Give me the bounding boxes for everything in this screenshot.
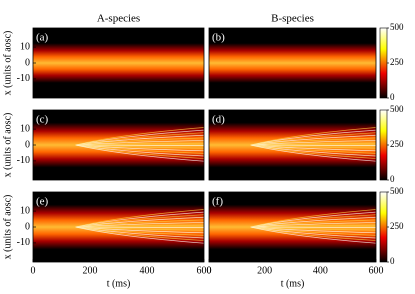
colorbar-tick-label: 500: [390, 104, 404, 114]
panel-title: A-species: [97, 13, 140, 25]
x-tick-label: 200: [257, 265, 272, 276]
panel-label: (d): [212, 114, 225, 126]
density-stripe: [250, 226, 377, 244]
colorbar-tick-label: 0: [390, 92, 395, 102]
density-stripe: [250, 144, 377, 162]
colorbar: [379, 191, 388, 263]
x-tick-label: 0: [207, 265, 212, 276]
y-axis-label: x (units of aosc): [2, 31, 13, 96]
y-tick-label: 10: [20, 123, 30, 134]
y-tick-label: -10: [17, 73, 30, 84]
panel-title: B-species: [271, 13, 314, 25]
y-axis-label: x (units of aosc): [2, 195, 13, 260]
x-tick-label: 0: [31, 265, 36, 276]
colorbar: [379, 109, 388, 181]
panel-label: (a): [36, 32, 49, 44]
x-tick-label: 400: [313, 265, 328, 276]
heatmap-band: [33, 32, 204, 94]
colorbar-tick-label: 0: [390, 174, 395, 184]
panel-label: (e): [36, 196, 49, 208]
y-tick-label: 10: [20, 205, 30, 216]
colorbar-tick-label: 500: [390, 186, 404, 196]
panel-label: (c): [36, 114, 49, 126]
colorbar-tick-label: 0: [390, 256, 395, 266]
x-tick-label: 200: [83, 265, 98, 276]
y-axis-label: x (units of aosc): [2, 113, 13, 178]
y-tick-label: 0: [25, 221, 30, 232]
x-tick-label: 600: [197, 265, 212, 276]
density-stripe: [75, 226, 205, 244]
panel-label: (b): [212, 32, 225, 44]
colorbar-tick-label: 500: [390, 22, 404, 32]
density-stripe: [75, 144, 205, 162]
x-tick-label: 400: [140, 265, 155, 276]
x-axis-label: t (ms): [107, 278, 131, 289]
panel-frame: [208, 27, 377, 99]
heatmap-band: [209, 32, 376, 94]
colorbar-tick-label: 250: [390, 221, 404, 231]
y-tick-label: -10: [17, 155, 30, 166]
colorbar-tick-label: 250: [390, 139, 404, 149]
panel-frame: [208, 191, 377, 263]
colorbar: [379, 27, 388, 99]
y-tick-label: 10: [20, 41, 30, 52]
x-axis-label: t (ms): [281, 278, 305, 289]
y-tick-label: -10: [17, 237, 30, 248]
y-tick-label: 0: [25, 57, 30, 68]
x-tick-label: 600: [369, 265, 384, 276]
y-tick-label: 0: [25, 139, 30, 150]
panel-frame: [208, 109, 377, 181]
panel-label: (f): [212, 196, 223, 208]
colorbar-tick-label: 250: [390, 57, 404, 67]
